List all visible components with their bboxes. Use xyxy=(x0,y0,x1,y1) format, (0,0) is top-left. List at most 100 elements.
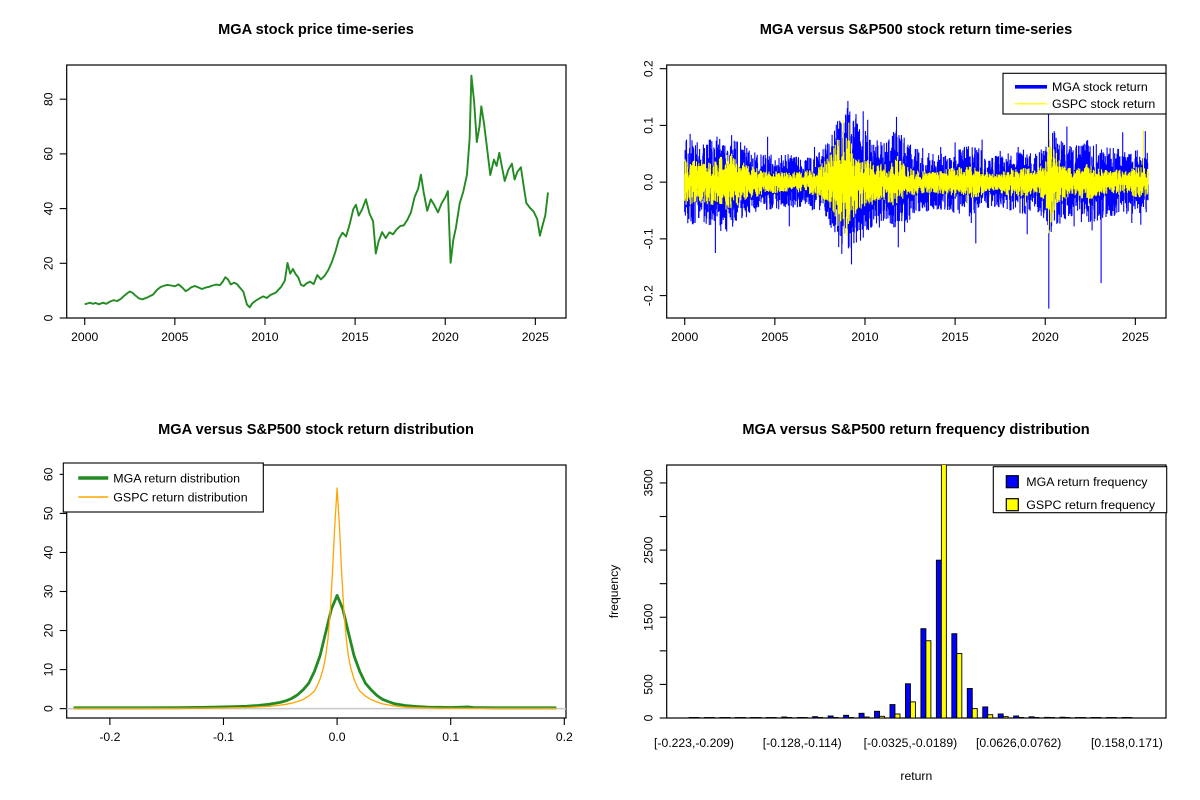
gspc-frequency-bar xyxy=(709,717,715,718)
gspc-frequency-bar xyxy=(724,717,731,718)
y-tick-label: 0.0 xyxy=(642,173,656,190)
y-tick-label: 3500 xyxy=(642,469,656,496)
y-tick-label: 500 xyxy=(642,674,656,695)
y-tick-label: 2500 xyxy=(642,536,656,563)
mga-frequency-bar xyxy=(858,712,865,718)
legend-label: MGA stock return xyxy=(1052,80,1148,94)
mga-frequency-bar xyxy=(1059,716,1066,718)
y-tick-label: 0 xyxy=(642,714,656,721)
legend-swatch xyxy=(1005,498,1019,512)
return-timeseries-chart: 2000 2005 2010 2015 2020 2025 -0.2 -0.1 0.0 0.1 0.… xyxy=(642,60,1167,344)
panel-return-distribution: MGA versus S&P500 stock return distribut… xyxy=(0,400,600,800)
y-tick-label: 40 xyxy=(42,545,56,559)
x-tick-label: 2020 xyxy=(1032,330,1059,344)
y-tick-label: 0.2 xyxy=(642,60,656,77)
panel-return-frequency: MGA versus S&P500 return frequency distr… xyxy=(600,400,1200,800)
mga-frequency-bar xyxy=(951,633,958,718)
legend-frame xyxy=(62,462,264,513)
x-tick-label: 2015 xyxy=(942,330,969,344)
chart-title: MGA versus S&P500 stock return distribut… xyxy=(158,422,474,438)
gspc-frequency-bar xyxy=(739,717,746,718)
y-tick-label: -0.1 xyxy=(642,228,656,249)
gspc-frequency-bar xyxy=(817,717,824,718)
gspc-frequency-bar xyxy=(971,708,978,718)
gspc-frequency-bar xyxy=(1002,716,1009,718)
gspc-frequency-bar xyxy=(693,717,700,718)
bin-label: [0.158,0.171) xyxy=(1091,736,1163,750)
legend-label: GSPC return distribution xyxy=(113,490,247,504)
y-tick-label: 60 xyxy=(42,147,56,161)
legend-label: MGA return distribution xyxy=(113,471,240,485)
x-tick-label: -0.1 xyxy=(213,730,234,744)
gspc-frequency-bar xyxy=(925,640,932,718)
y-axis: 0 20 40 60 80 xyxy=(42,92,67,321)
price-timeseries-chart: 2000 2005 2010 2015 2020 2025 0 20 40 60 80 xyxy=(42,64,567,344)
panel-price-timeseries: MGA stock price time-series 2000 2005 2010… xyxy=(0,0,600,400)
legend: MGA return frequency GSPC return frequenc… xyxy=(992,466,1168,514)
bin-label: [-0.128,-0.114) xyxy=(763,736,842,750)
gspc-frequency-bar xyxy=(755,717,762,718)
legend: MGA return distribution GSPC return distr… xyxy=(62,462,264,513)
x-axis: 2000 2005 2010 2015 2020 2025 xyxy=(71,318,549,344)
y-tick-label: -0.2 xyxy=(642,285,656,306)
gspc-frequency-bar xyxy=(1095,717,1102,718)
mga-frequency-bar xyxy=(966,687,973,718)
y-axis: 0 500 1500 2500 3500 xyxy=(642,469,667,721)
x-tick-label: 2005 xyxy=(161,330,188,344)
mga-frequency-bar xyxy=(889,704,896,718)
mga-density-path xyxy=(73,594,557,710)
y-axis: 0 10 20 30 40 50 60 xyxy=(42,467,67,712)
mga-frequency-bar xyxy=(997,713,1004,718)
bin-label: [-0.0325,-0.0189) xyxy=(864,736,958,750)
x-axis: -0.2 -0.1 0.0 0.1 0.2 xyxy=(99,718,573,744)
x-tick-label: 2025 xyxy=(1122,330,1149,344)
gspc-frequency-bar xyxy=(987,714,994,718)
plot-frame xyxy=(666,464,1167,719)
legend-label: MGA return frequency xyxy=(1026,475,1148,489)
gspc-frequency-bar xyxy=(909,701,916,718)
x-tick-label: 2025 xyxy=(522,330,549,344)
y-tick-label: 40 xyxy=(42,202,56,216)
x-tick-label: 0.2 xyxy=(556,730,573,744)
mga-frequency-bar xyxy=(874,710,880,718)
gspc-density-path xyxy=(73,487,557,710)
x-tick-label: 2005 xyxy=(761,330,788,344)
gspc-frequency-bar xyxy=(894,713,901,718)
gspc-frequency-bar xyxy=(1018,717,1025,718)
x-axis-title: return xyxy=(900,769,932,783)
return-distribution-chart: -0.2 -0.1 0.0 0.1 0.2 0 10 20 30 40 50 60 MGA return… xyxy=(42,462,573,744)
gspc-frequency-bar xyxy=(848,717,855,718)
gspc-return-series-path xyxy=(684,119,1149,236)
gspc-frequency-bar xyxy=(879,715,885,718)
plot-frame xyxy=(666,64,1167,319)
mga-frequency-bar xyxy=(827,715,834,718)
x-tick-label: 2020 xyxy=(432,330,459,344)
x-tick-label: 2000 xyxy=(71,330,98,344)
y-tick-label: 80 xyxy=(42,92,56,106)
x-tick-label: 0.0 xyxy=(329,730,346,744)
x-tick-label: 2000 xyxy=(671,330,698,344)
gspc-frequency-bar xyxy=(1033,717,1040,718)
gspc-frequency-bar xyxy=(1049,717,1056,718)
mga-frequency-bar xyxy=(1028,716,1035,718)
chart-title: MGA versus S&P500 return frequency distr… xyxy=(742,422,1090,438)
x-tick-label: 2010 xyxy=(851,330,878,344)
bin-label: [-0.223,-0.209) xyxy=(654,736,734,750)
gspc-frequency-bar xyxy=(1110,717,1117,718)
bin-labels: [-0.223,-0.209) [-0.128,-0.114) [-0.0325,-… xyxy=(654,736,1163,750)
mga-frequency-bar xyxy=(904,683,911,718)
legend-frame xyxy=(1002,72,1167,115)
mga-frequency-bar xyxy=(1013,715,1020,718)
mga-price-series-path xyxy=(84,74,549,309)
bin-label: [0.0626,0.0762) xyxy=(976,736,1061,750)
y-tick-label: 0 xyxy=(42,705,56,712)
y-tick-label: 0 xyxy=(42,314,56,321)
mga-frequency-bar xyxy=(982,706,989,718)
bars-group xyxy=(688,465,1133,718)
legend-swatch xyxy=(1005,475,1019,489)
gspc-frequency-bar xyxy=(1126,717,1133,718)
mga-frequency-bar xyxy=(920,628,927,718)
legend: MGA stock return GSPC stock return xyxy=(1002,72,1167,115)
y-axis-title: frequency xyxy=(607,564,621,618)
